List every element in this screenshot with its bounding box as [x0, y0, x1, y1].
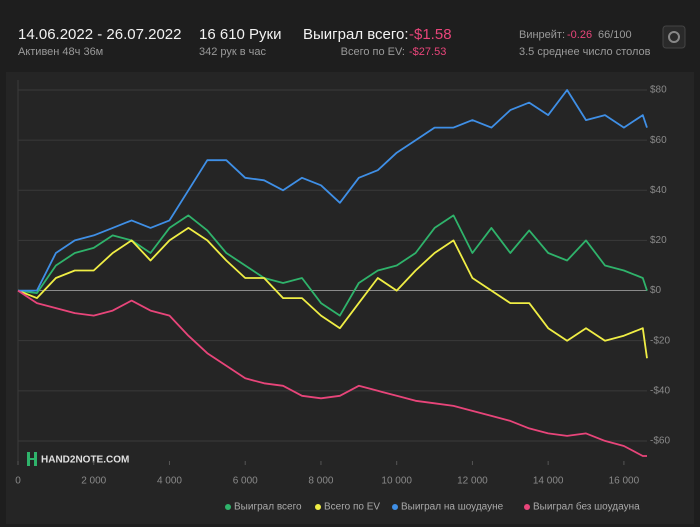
legend-marker [392, 504, 398, 510]
y-tick-label: $0 [650, 285, 662, 296]
x-tick-label: 6 000 [233, 476, 258, 487]
active: Активен 48ч 36м [18, 46, 103, 58]
series-line [17, 214, 648, 317]
y-tick-label: $40 [650, 185, 667, 196]
legend-label: Выиграл без шоудауна [533, 501, 640, 513]
x-tick-label: 10 000 [381, 476, 412, 487]
x-tick-label: 12 000 [457, 476, 488, 487]
legend-label: Выиграл на шоудауне [401, 502, 504, 513]
legend-marker [315, 504, 321, 510]
y-tick-label: -$60 [650, 436, 670, 447]
y-tick-label: $60 [650, 135, 667, 146]
legend-item: Выиграл на шоудауне [392, 502, 504, 513]
legend-marker [225, 504, 231, 510]
tables: 3.5 среднее число столов [519, 46, 651, 58]
logo-text: HAND2NOTE.COM [41, 455, 129, 466]
winrate-value: -0.26 [567, 29, 592, 41]
x-tick-label: 8 000 [308, 476, 333, 487]
x-tick-label: 4 000 [157, 476, 182, 487]
legend-marker [524, 504, 530, 510]
settings-button[interactable] [662, 25, 686, 49]
x-tick-label: 14 000 [533, 476, 564, 487]
series-line [17, 289, 647, 457]
legend-item: Всего по EV [315, 502, 380, 513]
gear-icon [668, 31, 680, 43]
logo-mark [27, 458, 37, 460]
legend-item: Выиграл без шоудауна [524, 501, 640, 513]
won-label: Выиграл всего: [303, 26, 409, 43]
won-value: -$1.58 [409, 26, 452, 43]
per-hour: 342 рук в час [199, 46, 267, 58]
x-tick-label: 16 000 [609, 476, 640, 487]
plot: -$60 -$40 -$20 $0 $20 $40 $60 $80 0 2 000 4 000 6 0… [15, 80, 670, 513]
dates: 14.06.2022 - 26.07.2022 [18, 26, 181, 43]
x-tick-label: 2 000 [81, 476, 106, 487]
winrate-unit: 66/100 [598, 29, 632, 41]
series-line [18, 89, 648, 292]
winrate-label: Винрейт: [519, 29, 565, 41]
hands: 16 610 Руки [199, 26, 282, 43]
legend-item: Выиграл всего [225, 502, 302, 513]
logo: HAND2NOTE.COM [27, 452, 129, 466]
y-tick-label: $20 [650, 235, 667, 246]
ev-value: -$27.53 [409, 46, 446, 58]
y-tick-label: -$40 [650, 385, 670, 396]
series-line [17, 227, 648, 359]
y-tick-label: $80 [650, 85, 667, 96]
ev-label: Всего по EV: [341, 46, 405, 58]
y-tick-label: -$20 [650, 335, 670, 346]
x-tick-label: 0 [15, 476, 21, 487]
legend-label: Выиграл всего [234, 502, 302, 513]
legend-label: Всего по EV [324, 502, 380, 513]
